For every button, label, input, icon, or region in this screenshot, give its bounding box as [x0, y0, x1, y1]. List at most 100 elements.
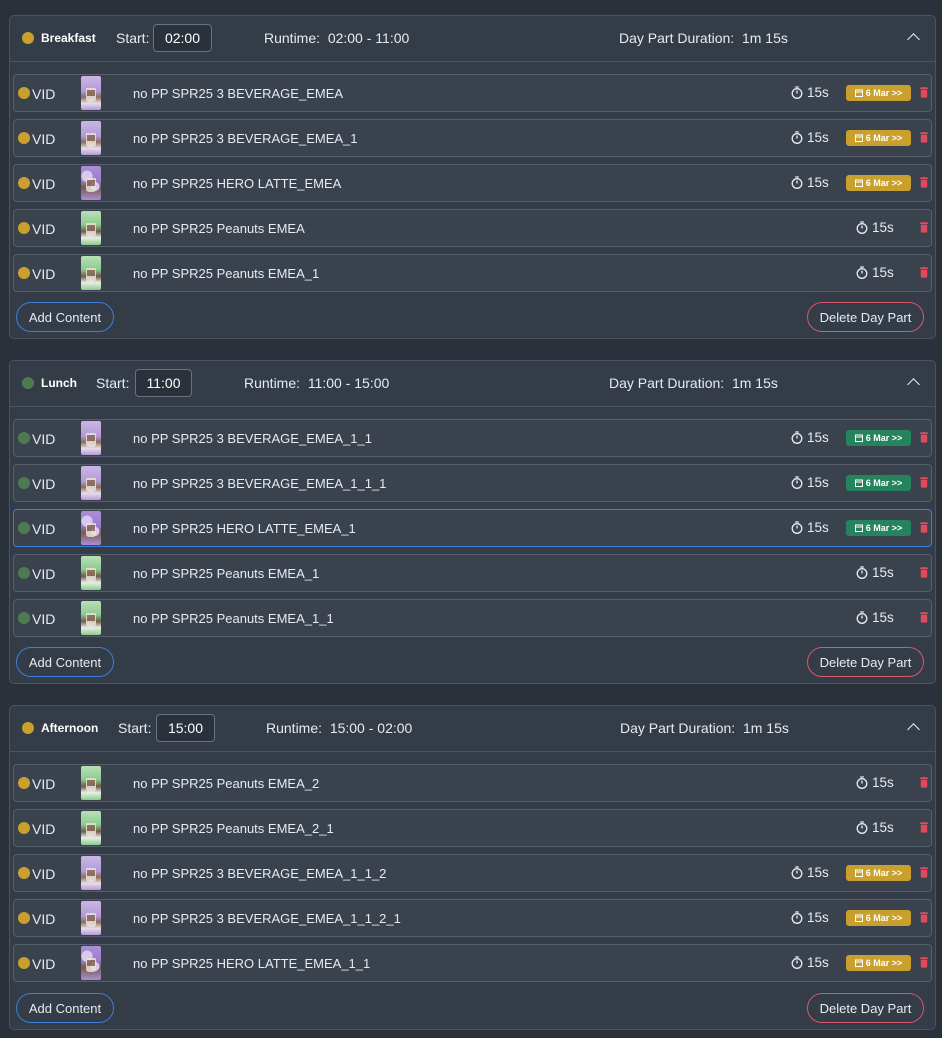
- start-time-input[interactable]: [156, 714, 215, 742]
- content-row[interactable]: VID no PP SPR25 Peanuts EMEA_1 15s: [13, 554, 932, 592]
- schedule-badge[interactable]: 6 Mar >>: [846, 865, 911, 881]
- schedule-badge[interactable]: 6 Mar >>: [846, 910, 911, 926]
- content-duration: 15s: [791, 85, 829, 100]
- duration-text: 15s: [807, 955, 829, 970]
- start-time-input[interactable]: [153, 24, 212, 52]
- content-row[interactable]: VID no PP SPR25 3 BEVERAGE_EMEA_1_1 15s …: [13, 419, 932, 457]
- content-row-selected[interactable]: VID no PP SPR25 HERO LATTE_EMEA_1 15s 6 …: [13, 509, 932, 547]
- schedule-badge[interactable]: 6 Mar >>: [846, 475, 911, 491]
- content-row[interactable]: VID no PP SPR25 3 BEVERAGE_EMEA_1_1_2_1 …: [13, 899, 932, 937]
- stopwatch-icon: [791, 431, 803, 444]
- content-title: no PP SPR25 HERO LATTE_EMEA: [133, 176, 342, 191]
- content-row[interactable]: VID no PP SPR25 HERO LATTE_EMEA 15s 6 Ma…: [13, 164, 932, 202]
- status-dot: [18, 777, 30, 789]
- daypart-header[interactable]: Breakfast Start: Runtime: 02:00 - 11:00 …: [10, 16, 935, 62]
- content-title: no PP SPR25 Peanuts EMEA_1_1: [133, 611, 334, 626]
- calendar-icon: [854, 479, 863, 487]
- chevron-up-icon[interactable]: [907, 723, 920, 736]
- content-row[interactable]: VID no PP SPR25 Peanuts EMEA_2_1 15s: [13, 809, 932, 847]
- runtime-value: 02:00 - 11:00: [327, 30, 410, 46]
- content-row[interactable]: VID no PP SPR25 HERO LATTE_EMEA_1_1 15s …: [13, 944, 932, 982]
- add-content-button[interactable]: Add Content: [16, 993, 114, 1023]
- media-type-label: VID: [32, 86, 56, 102]
- schedule-badge[interactable]: 6 Mar >>: [846, 955, 911, 971]
- runtime: Runtime: 02:00 - 11:00: [264, 30, 409, 46]
- start-label: Start:: [116, 30, 150, 46]
- status-dot: [18, 612, 30, 624]
- content-row[interactable]: VID no PP SPR25 Peanuts EMEA 15s: [13, 209, 932, 247]
- content-row[interactable]: VID no PP SPR25 3 BEVERAGE_EMEA_1_1_2 15…: [13, 854, 932, 892]
- media-type-label: VID: [32, 911, 56, 927]
- trash-icon[interactable]: [920, 612, 928, 623]
- chevron-up-icon[interactable]: [907, 378, 920, 391]
- content-thumbnail: [81, 601, 101, 635]
- content-row[interactable]: VID no PP SPR25 3 BEVERAGE_EMEA_1_1_1 15…: [13, 464, 932, 502]
- add-content-button[interactable]: Add Content: [16, 302, 114, 332]
- delete-day-part-button[interactable]: Delete Day Part: [807, 647, 924, 677]
- content-thumbnail: [81, 901, 101, 935]
- trash-icon[interactable]: [920, 222, 928, 233]
- delete-day-part-button[interactable]: Delete Day Part: [807, 302, 924, 332]
- stopwatch-icon: [791, 86, 803, 99]
- daypart-color-dot: [22, 32, 34, 44]
- trash-icon[interactable]: [920, 867, 928, 878]
- trash-icon[interactable]: [920, 567, 928, 578]
- add-content-button[interactable]: Add Content: [16, 647, 114, 677]
- content-thumbnail: [81, 76, 101, 110]
- schedule-badge[interactable]: 6 Mar >>: [846, 430, 911, 446]
- content-title: no PP SPR25 Peanuts EMEA_1: [133, 266, 320, 281]
- duration-value: 1m 15s: [742, 720, 789, 736]
- duration-text: 15s: [872, 775, 894, 790]
- daypart-header[interactable]: Afternoon Start: Runtime: 15:00 - 02:00 …: [10, 706, 935, 752]
- content-duration: 15s: [791, 475, 829, 490]
- content-title: no PP SPR25 HERO LATTE_EMEA_1_1: [133, 956, 371, 971]
- status-dot: [18, 477, 30, 489]
- trash-icon[interactable]: [920, 957, 928, 968]
- content-row[interactable]: VID no PP SPR25 Peanuts EMEA_1_1 15s: [13, 599, 932, 637]
- schedule-badge-text: 6 Mar >>: [865, 478, 903, 488]
- content-row[interactable]: VID no PP SPR25 Peanuts EMEA_2 15s: [13, 764, 932, 802]
- content-row[interactable]: VID no PP SPR25 Peanuts EMEA_1 15s: [13, 254, 932, 292]
- duration-text: 15s: [872, 820, 894, 835]
- schedule-badge[interactable]: 6 Mar >>: [846, 85, 911, 101]
- trash-icon[interactable]: [920, 432, 928, 443]
- trash-icon[interactable]: [920, 132, 928, 143]
- trash-icon[interactable]: [920, 522, 928, 533]
- content-duration: 15s: [856, 610, 894, 625]
- schedule-badge[interactable]: 6 Mar >>: [846, 175, 911, 191]
- schedule-badge-text: 6 Mar >>: [865, 523, 903, 533]
- media-type-label: VID: [32, 431, 56, 447]
- calendar-icon: [854, 434, 863, 442]
- daypart-header[interactable]: Lunch Start: Runtime: 11:00 - 15:00 Day …: [10, 361, 935, 407]
- content-duration: 15s: [791, 865, 829, 880]
- stopwatch-icon: [856, 221, 868, 234]
- duration-label: Day Part Duration:: [620, 720, 736, 736]
- trash-icon[interactable]: [920, 477, 928, 488]
- content-thumbnail: [81, 211, 101, 245]
- start-time-input[interactable]: [135, 369, 192, 397]
- trash-icon[interactable]: [920, 267, 928, 278]
- content-thumbnail: [81, 466, 101, 500]
- status-dot: [18, 957, 30, 969]
- media-type-label: VID: [32, 221, 56, 237]
- trash-icon[interactable]: [920, 87, 928, 98]
- content-thumbnail: [81, 811, 101, 845]
- content-row[interactable]: VID no PP SPR25 3 BEVERAGE_EMEA_1 15s 6 …: [13, 119, 932, 157]
- calendar-icon: [854, 869, 863, 877]
- media-type-label: VID: [32, 611, 56, 627]
- status-dot: [18, 267, 30, 279]
- schedule-badge[interactable]: 6 Mar >>: [846, 130, 911, 146]
- schedule-badge[interactable]: 6 Mar >>: [846, 520, 911, 536]
- content-row[interactable]: VID no PP SPR25 3 BEVERAGE_EMEA 15s 6 Ma…: [13, 74, 932, 112]
- content-title: no PP SPR25 Peanuts EMEA_2_1: [133, 821, 334, 836]
- trash-icon[interactable]: [920, 822, 928, 833]
- content-title: no PP SPR25 3 BEVERAGE_EMEA_1_1_2_1: [133, 911, 401, 926]
- duration-text: 15s: [807, 130, 829, 145]
- trash-icon[interactable]: [920, 912, 928, 923]
- chevron-up-icon[interactable]: [907, 33, 920, 46]
- daypart-duration: Day Part Duration: 1m 15s: [620, 720, 789, 736]
- trash-icon[interactable]: [920, 177, 928, 188]
- delete-day-part-button[interactable]: Delete Day Part: [807, 993, 924, 1023]
- trash-icon[interactable]: [920, 777, 928, 788]
- stopwatch-icon: [791, 476, 803, 489]
